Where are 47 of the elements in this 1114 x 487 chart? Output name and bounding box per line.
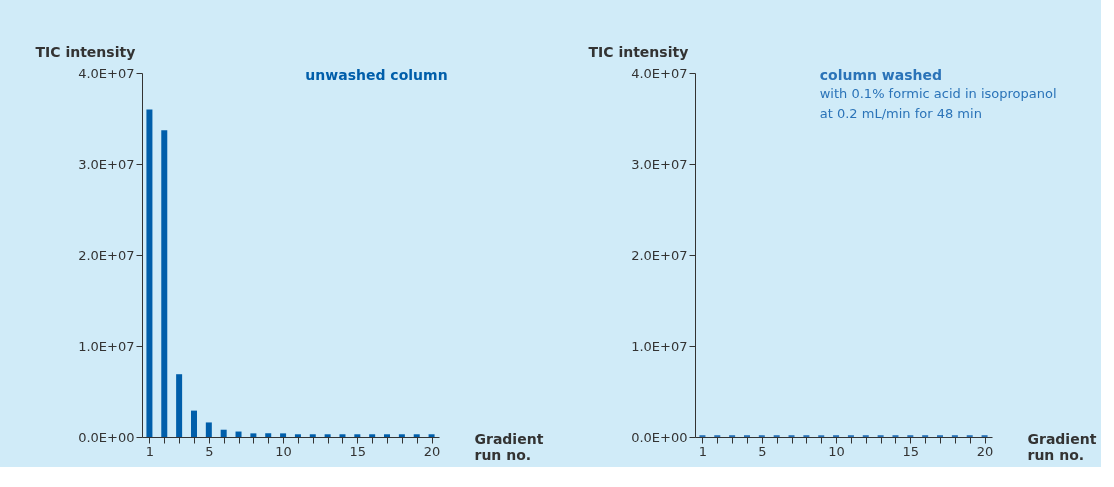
x-axis-title: Gradient run no. bbox=[474, 430, 544, 463]
x-tick-label: 15 bbox=[902, 443, 920, 459]
y-tick-label: 0.0E+00 bbox=[78, 429, 135, 445]
y-tick-label: 2.0E+07 bbox=[78, 247, 135, 263]
bar bbox=[220, 429, 227, 437]
x-tick-label: 20 bbox=[976, 443, 994, 459]
bar bbox=[384, 434, 391, 437]
y-tick-label: 0.0E+00 bbox=[631, 429, 688, 445]
y-tick-label: 3.0E+07 bbox=[78, 156, 135, 172]
y-tick-label: 2.0E+07 bbox=[631, 247, 688, 263]
bar bbox=[339, 434, 346, 437]
bar bbox=[354, 434, 361, 437]
x-tick-label: 10 bbox=[275, 443, 292, 459]
bar bbox=[205, 422, 212, 437]
x-tick-label: 20 bbox=[423, 443, 441, 459]
bar bbox=[280, 433, 287, 437]
bar bbox=[265, 433, 272, 437]
chart-title: column washed bbox=[819, 67, 943, 83]
x-tick-label: 1 bbox=[698, 443, 708, 459]
bar bbox=[309, 434, 316, 437]
bar bbox=[235, 431, 242, 437]
bar bbox=[324, 434, 331, 437]
y-axis-title: TIC intensity bbox=[588, 43, 689, 60]
bar bbox=[428, 434, 435, 437]
bar bbox=[369, 434, 376, 437]
x-tick-label: 10 bbox=[828, 443, 845, 459]
y-tick-label: 1.0E+07 bbox=[631, 338, 688, 354]
y-tick-label: 1.0E+07 bbox=[78, 338, 135, 354]
bar bbox=[190, 410, 197, 437]
text: with 0.1% formic acid in isopropanol at 0.2 mL/min for 48 min bbox=[819, 86, 1057, 121]
x-tick-label: 1 bbox=[145, 443, 155, 459]
bar bbox=[413, 434, 420, 437]
bar bbox=[294, 434, 301, 437]
y-tick-label: 4.0E+07 bbox=[78, 65, 135, 81]
x-axis-title: Gradient run no. bbox=[1027, 430, 1097, 463]
y-tick-label: 4.0E+07 bbox=[631, 65, 688, 81]
chart-title: unwashed column bbox=[305, 67, 448, 83]
bar bbox=[146, 109, 153, 437]
y-axis-title: TIC intensity bbox=[35, 43, 136, 60]
bar bbox=[398, 434, 405, 437]
bar bbox=[250, 433, 257, 437]
y-tick-label: 3.0E+07 bbox=[631, 156, 688, 172]
bar bbox=[176, 374, 183, 437]
x-tick-label: 15 bbox=[349, 443, 367, 459]
x-tick-label: 5 bbox=[758, 443, 767, 459]
x-tick-label: 5 bbox=[205, 443, 214, 459]
bar bbox=[161, 130, 168, 437]
